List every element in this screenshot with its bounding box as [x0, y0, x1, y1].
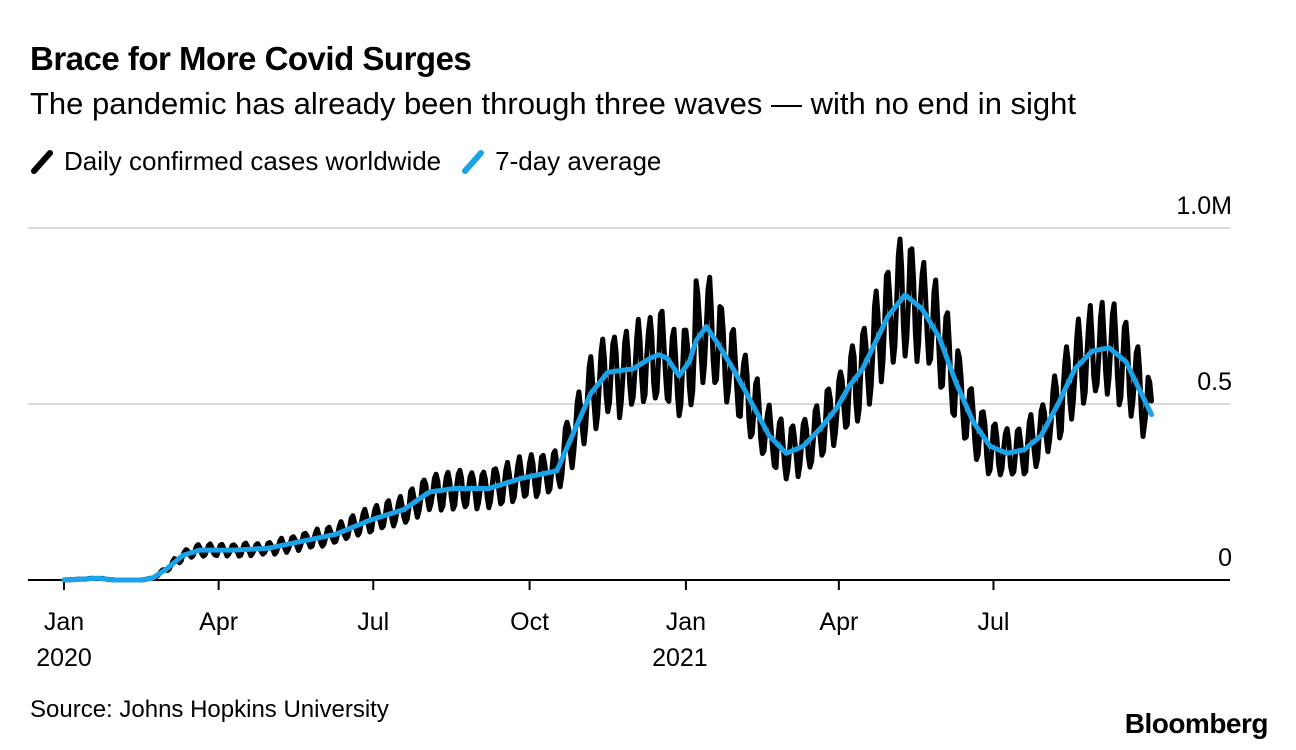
x-tick-label: Apr — [199, 608, 238, 636]
legend-item-daily[interactable]: Daily confirmed cases worldwide — [30, 146, 441, 177]
y-tick-label: 1.0M — [1176, 192, 1232, 220]
x-tick-year: 2020 — [36, 644, 92, 672]
chart-plot: 0 0.5 1.0M Jan 2020 Apr Jul Oct Jan 2021 Apr Jul — [28, 192, 1232, 672]
chart-subtitle: The pandemic has already been through th… — [30, 86, 1077, 121]
chart-title: Brace for More Covid Surges — [30, 40, 472, 77]
legend-swatch-avg — [462, 149, 485, 174]
legend-label-avg: 7-day average — [495, 146, 662, 176]
y-tick-label: 0.5 — [1197, 368, 1232, 396]
legend-swatch-daily — [31, 149, 53, 174]
chart-legend: Daily confirmed cases worldwide 7-day av… — [30, 146, 681, 177]
x-tick-label: Jul — [357, 608, 389, 636]
bloomberg-logo: Bloomberg — [1124, 708, 1269, 739]
y-tick-label: 0 — [1218, 544, 1232, 572]
source-note: Source: Johns Hopkins University — [30, 696, 389, 723]
series-line-daily — [61, 236, 1154, 583]
legend-label-daily: Daily confirmed cases worldwide — [64, 146, 442, 176]
series-line-7day-average — [61, 292, 1154, 583]
x-tick-label: Jan — [666, 608, 706, 636]
tick-labels: 0 0.5 1.0M Jan 2020 Apr Jul Oct Jan 2021 Apr Jul — [36, 192, 1232, 672]
x-tick-label: Jul — [977, 608, 1009, 636]
x-tick-label: Jan — [44, 608, 84, 636]
x-tick-label: Oct — [510, 608, 549, 636]
x-axis — [28, 579, 1230, 590]
x-tick-year: 2021 — [652, 644, 708, 672]
series-lines — [61, 236, 1154, 583]
legend-item-avg[interactable]: 7-day average — [461, 146, 661, 177]
x-tick-label: Apr — [819, 608, 858, 636]
